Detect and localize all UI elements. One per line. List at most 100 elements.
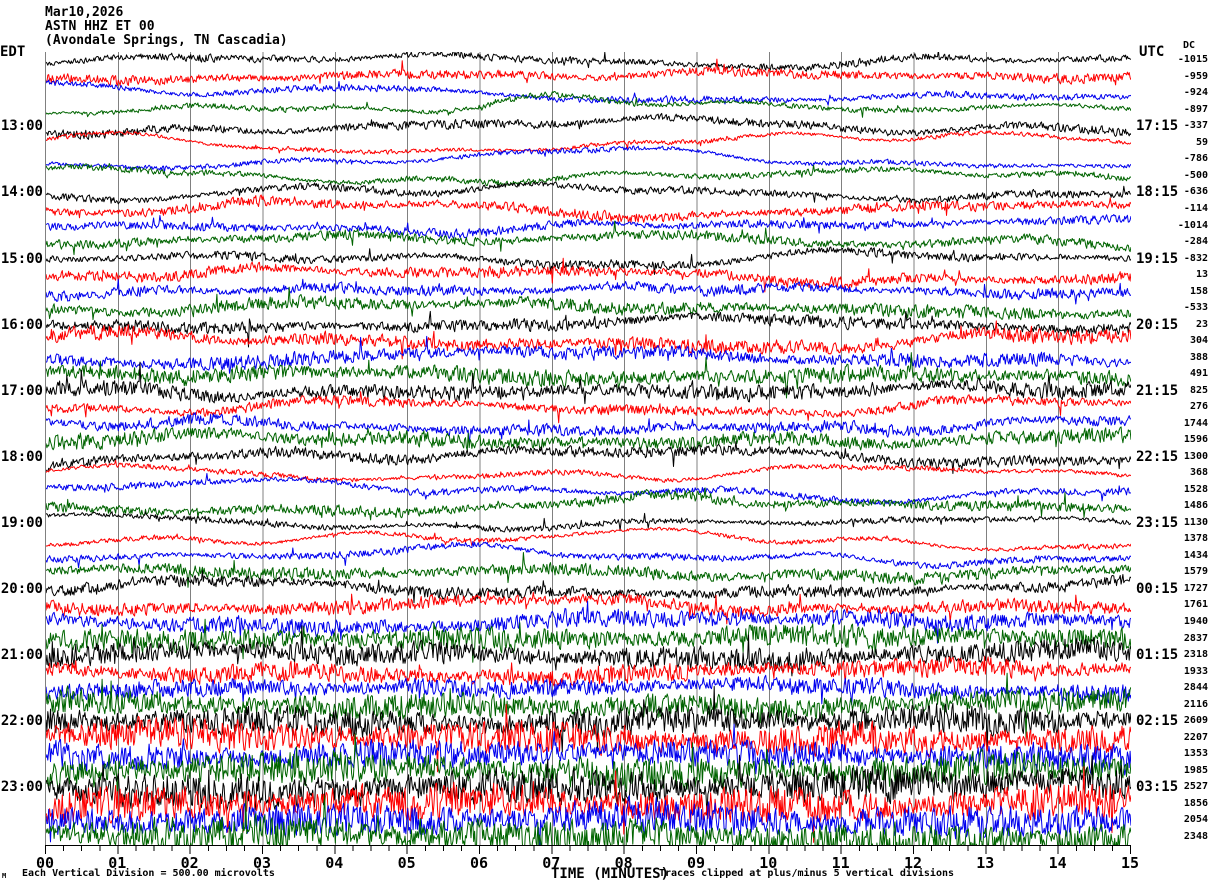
dc-value: 1596 — [1183, 434, 1208, 446]
minute-tick-label: 07 — [542, 854, 561, 872]
dc-value: 1130 — [1183, 516, 1208, 528]
dc-column-header: DC — [1183, 40, 1196, 51]
trace-line — [46, 766, 1131, 843]
left-hour-label: 18:00 — [0, 448, 43, 465]
minute-tick-label: 03 — [252, 854, 272, 872]
right-hour-label: 00:15 — [1136, 580, 1179, 597]
trace-line — [46, 391, 1131, 424]
left-hour-label: 22:00 — [0, 713, 43, 730]
trace-line — [46, 795, 1131, 845]
minute-tick-label: 00 — [35, 854, 55, 872]
trace-line — [46, 795, 1131, 845]
dc-value: 1486 — [1183, 500, 1208, 512]
trace-line — [46, 570, 1131, 604]
minute-tick-label: 10 — [759, 854, 778, 872]
header-station-site: (Avondale Springs, TN Cascadia) — [45, 33, 288, 48]
minute-tick-label: 15 — [1120, 854, 1140, 872]
trace-line — [46, 361, 1131, 405]
dc-value: 368 — [1189, 467, 1208, 479]
minute-tick-label: 08 — [614, 854, 633, 872]
trace-line — [46, 246, 1131, 275]
dc-value: -636 — [1183, 186, 1208, 198]
trace-line — [46, 625, 1131, 677]
header-date: Mar10,2026 — [45, 5, 124, 20]
dc-value: 1353 — [1183, 748, 1208, 760]
time-axis-title: TIME (MINUTES) — [551, 866, 670, 882]
minute-tick-label: 05 — [397, 854, 416, 872]
seismogram-traces — [46, 52, 1131, 845]
dc-value: 2116 — [1183, 698, 1208, 710]
trace-line — [46, 145, 1131, 173]
dc-value: 1727 — [1183, 582, 1208, 594]
trace-line — [46, 686, 1131, 753]
trace-line — [46, 656, 1131, 687]
minute-tick-label: 13 — [976, 854, 995, 872]
right-hour-label: 19:15 — [1136, 250, 1179, 267]
helicorder-plot-area — [45, 52, 1131, 846]
minute-tick-label: 01 — [108, 854, 127, 872]
trace-line — [46, 214, 1131, 240]
trace-line — [46, 278, 1131, 305]
trace-line — [46, 181, 1131, 205]
trace-line — [46, 441, 1131, 474]
header-channel: ASTN HHZ ET 00 — [45, 19, 155, 34]
trace-line — [46, 511, 1131, 533]
dc-value: 2054 — [1183, 814, 1208, 826]
dc-value: 1856 — [1183, 797, 1208, 809]
trace-line — [46, 723, 1131, 776]
trace-line — [46, 257, 1131, 293]
dc-value: 2207 — [1183, 731, 1208, 743]
trace-line — [46, 526, 1131, 552]
minute-tick-label: 02 — [180, 854, 199, 872]
trace-line — [46, 112, 1131, 140]
left-hour-label: 23:00 — [0, 779, 43, 796]
minute-tick-label: 09 — [686, 854, 706, 872]
clip-note: Traces clipped at plus/minus 5 vertical … — [659, 868, 955, 879]
left-hour-label: 20:00 — [0, 580, 43, 597]
minute-tick-label: 14 — [1048, 854, 1067, 872]
dc-value: 1985 — [1183, 764, 1208, 776]
dc-value: 1933 — [1183, 665, 1208, 677]
right-timezone-label: UTC — [1139, 44, 1165, 60]
dc-value: 304 — [1189, 335, 1208, 347]
dc-value: 1378 — [1183, 533, 1208, 545]
dc-value: -1015 — [1177, 54, 1208, 66]
dc-value: 23 — [1195, 318, 1208, 330]
right-hour-label: 17:15 — [1136, 118, 1179, 135]
trace-line — [46, 674, 1131, 707]
dc-value: 2609 — [1183, 715, 1208, 727]
dc-value: -786 — [1183, 153, 1208, 165]
trace-line — [46, 91, 1131, 118]
right-hour-label: 22:15 — [1136, 448, 1179, 465]
trace-line — [46, 194, 1131, 223]
trace-line — [46, 618, 1131, 663]
trace-line — [46, 335, 1131, 374]
dc-value: -832 — [1183, 252, 1208, 264]
left-hour-label: 13:00 — [0, 118, 43, 135]
trace-line — [46, 600, 1131, 644]
dc-value: -114 — [1183, 202, 1208, 214]
right-hour-label: 23:15 — [1136, 514, 1179, 531]
dc-value: -897 — [1183, 103, 1208, 115]
minute-tick-label: 11 — [831, 854, 850, 872]
dc-value: 825 — [1189, 384, 1208, 396]
trace-line — [46, 79, 1131, 106]
trace-line — [46, 52, 1131, 72]
left-hour-label: 15:00 — [0, 250, 43, 267]
trace-line — [46, 459, 1131, 483]
dc-value: 2318 — [1183, 649, 1208, 660]
trace-line — [46, 552, 1131, 588]
dc-value: 1761 — [1183, 599, 1208, 611]
right-hour-label: 21:15 — [1136, 382, 1179, 399]
dc-value: 2348 — [1183, 830, 1208, 842]
trace-line — [46, 487, 1131, 521]
left-hour-label: 16:00 — [0, 316, 43, 333]
corner-mark: M — [2, 872, 7, 880]
trace-line — [46, 130, 1131, 155]
dc-value: -337 — [1183, 120, 1208, 132]
dc-value: 1940 — [1183, 616, 1208, 627]
trace-line — [46, 352, 1131, 399]
trace-line — [46, 220, 1131, 256]
vertical-scale-note: Each Vertical Division = 500.00 microvol… — [22, 868, 275, 879]
